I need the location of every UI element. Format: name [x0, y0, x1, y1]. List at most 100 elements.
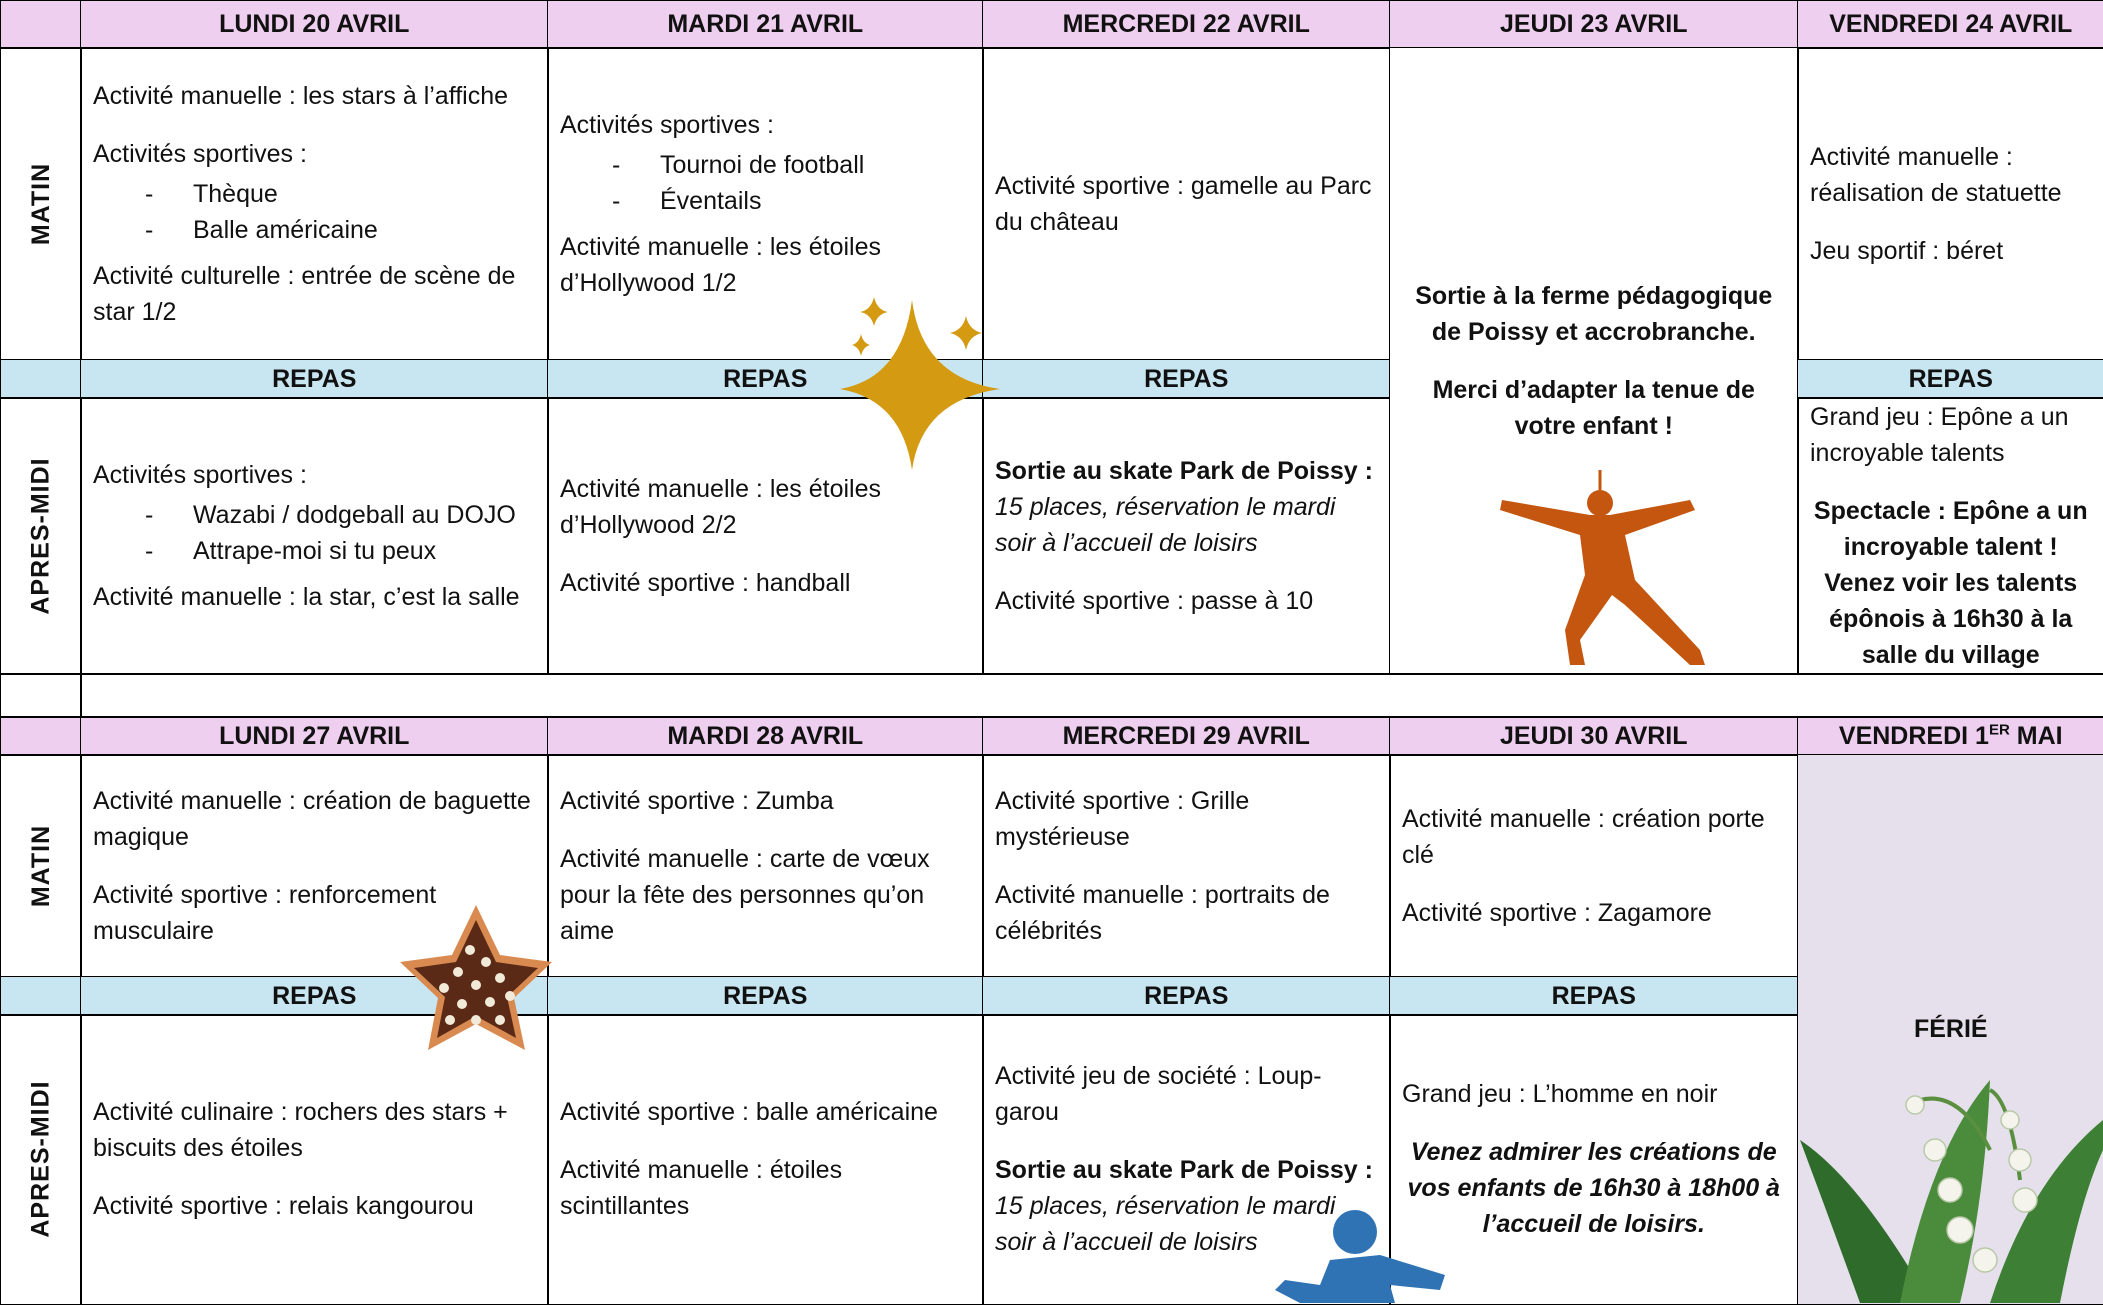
- afternoon-cell: Activité jeu de société : Loup-garou Sor…: [982, 1014, 1391, 1305]
- row-label-cell: APRES-MIDI: [0, 397, 82, 675]
- day-header-cell: JEUDI 30 AVRIL: [1389, 716, 1799, 756]
- day-header: MERCREDI 29 AVRIL: [1062, 721, 1310, 750]
- day-header-cell: MERCREDI 22 AVRIL: [982, 0, 1391, 49]
- text-line: Activité sportive : relais kangourou: [93, 1192, 474, 1221]
- bullet-list: ThèqueBalle américaine: [93, 176, 536, 248]
- text-part: Sortie au skate Park de Poissy :: [995, 1156, 1373, 1185]
- text-line: Activités sportives :: [93, 139, 307, 168]
- lunch-label: REPAS: [272, 364, 357, 393]
- gap-cell: [0, 673, 82, 718]
- bullet-item: Éventails: [560, 183, 971, 219]
- text-line: Grand jeu : L’homme en noir: [1402, 1080, 1718, 1109]
- text-line: Activité sportive : Zagamore: [1402, 898, 1712, 927]
- text-part: Sortie au skate Park de Poissy :: [995, 456, 1373, 485]
- text-line: FÉRIÉ: [1913, 1015, 1988, 1044]
- text-line: Sortie au skate Park de Poissy : 15 plac…: [995, 1152, 1378, 1260]
- all-day-cell: FÉRIÉ: [1797, 754, 2103, 1305]
- text-line: Activité manuelle : les étoiles d’Hollyw…: [560, 474, 881, 539]
- lunch-label: REPAS: [1551, 981, 1636, 1010]
- day-header-cell: VENDREDI 1ER MAI: [1797, 716, 2103, 756]
- text-line: Spectacle : Epône a un incroyable talent…: [1813, 496, 2088, 669]
- text-part: 15 places, réservation le mardi soir à l…: [995, 1192, 1336, 1257]
- day-header: LUNDI 27 AVRIL: [219, 721, 410, 750]
- morning-cell: Activité sportive : Grille mystérieuse Ac…: [982, 754, 1391, 978]
- row-label: MATIN: [26, 824, 55, 907]
- text-line: Activité sportive : Grille mystérieuse: [995, 786, 1250, 851]
- lunch-cell: REPAS: [547, 359, 984, 399]
- day-header-cell: JEUDI 23 AVRIL: [1389, 0, 1799, 49]
- gap-cell: [80, 673, 2103, 718]
- morning-cell: Activité manuelle : création de baguette…: [80, 754, 549, 978]
- row-label-cell: MATIN: [0, 47, 82, 361]
- afternoon-cell: Grand jeu : Epône a un incroyable talent…: [1797, 397, 2103, 675]
- bullet-item: Tournoi de football: [560, 147, 971, 183]
- text-line: Jeu sportif : béret: [1810, 236, 2004, 265]
- text-line: Activité sportive : handball: [560, 568, 851, 597]
- text-line: Activité manuelle : création de baguette…: [93, 786, 531, 851]
- morning-cell: Activités sportives : Tournoi de football…: [547, 47, 984, 361]
- text-line: Activité sportive : renforcement muscula…: [93, 880, 437, 945]
- afternoon-cell: Sortie au skate Park de Poissy : 15 plac…: [982, 397, 1391, 675]
- corner-cell: [0, 0, 82, 49]
- lunch-label: REPAS: [1144, 981, 1229, 1010]
- text-line: Activité manuelle : la star, c’est la sa…: [93, 582, 520, 611]
- bullet-item: Thèque: [93, 176, 536, 212]
- day-header: VENDREDI 1ER MAI: [1839, 718, 2063, 754]
- text-line: Activité manuelle : portraits de célébri…: [995, 880, 1330, 945]
- text-line: Venez admirer les créations de vos enfan…: [1407, 1138, 1780, 1239]
- row-label: APRES-MIDI: [26, 457, 55, 615]
- row-label-cell: MATIN: [0, 754, 82, 978]
- text-line: Activité manuelle : réalisation de statu…: [1810, 142, 2062, 207]
- lunch-label: REPAS: [1144, 364, 1229, 393]
- lunch-label: REPAS: [272, 981, 357, 1010]
- day-header-cell: LUNDI 27 AVRIL: [80, 716, 549, 756]
- text-line: Activité manuelle : étoiles scintillante…: [560, 1156, 843, 1221]
- afternoon-cell: Activité culinaire : rochers des stars +…: [80, 1014, 549, 1305]
- text-part: MAI: [2009, 721, 2063, 750]
- morning-cell: Activité sportive : gamelle au Parc du c…: [982, 47, 1391, 361]
- text-line: Sortie à la ferme pédagogique de Poissy …: [1415, 281, 1773, 346]
- afternoon-cell: Activité sportive : balle américaine Acti…: [547, 1014, 984, 1305]
- bullet-item: Balle américaine: [93, 212, 536, 248]
- day-header-cell: VENDREDI 24 AVRIL: [1797, 0, 2103, 49]
- text-part: ER: [1988, 721, 2010, 739]
- text-line: Activité sportive : balle américaine: [560, 1098, 938, 1127]
- bullet-item: Attrape-moi si tu peux: [93, 533, 536, 569]
- text-line: Activité sportive : Zumba: [560, 786, 834, 815]
- day-header: MARDI 28 AVRIL: [667, 721, 864, 750]
- lunch-cell: REPAS: [1389, 976, 1799, 1016]
- afternoon-cell: Activités sportives : Wazabi / dodgeball …: [80, 397, 549, 675]
- lunch-label: REPAS: [723, 981, 808, 1010]
- day-header-cell: MERCREDI 29 AVRIL: [982, 716, 1391, 756]
- text-line: Activité culturelle : entrée de scène de…: [93, 261, 516, 326]
- day-header-cell: MARDI 28 AVRIL: [547, 716, 984, 756]
- bullet-list: Tournoi de footballÉventails: [560, 147, 971, 219]
- morning-cell: Activité manuelle : les stars à l’affich…: [80, 47, 549, 361]
- row-label: MATIN: [26, 162, 55, 245]
- morning-cell: Activité manuelle : création porte clé Ac…: [1389, 754, 1799, 978]
- text-line: Activité culinaire : rochers des stars +…: [93, 1098, 508, 1163]
- lunch-label: REPAS: [1908, 364, 1993, 393]
- lunch-label-cell: [0, 976, 82, 1016]
- day-header-cell: LUNDI 20 AVRIL: [80, 0, 549, 49]
- bullet-list: Wazabi / dodgeball au DOJOAttrape-moi si…: [93, 497, 536, 569]
- all-day-cell: Sortie à la ferme pédagogique de Poissy …: [1389, 47, 1799, 675]
- corner-cell: [0, 716, 82, 756]
- day-header: JEUDI 30 AVRIL: [1499, 721, 1688, 750]
- day-header: LUNDI 20 AVRIL: [219, 10, 410, 39]
- text-line: Activité manuelle : création porte clé: [1402, 804, 1765, 869]
- day-header: MARDI 21 AVRIL: [667, 10, 864, 39]
- bullet-item: Wazabi / dodgeball au DOJO: [93, 497, 536, 533]
- text-part: 15 places, réservation le mardi soir à l…: [995, 492, 1336, 557]
- text-line: Activité manuelle : les étoiles d’Hollyw…: [560, 232, 881, 297]
- lunch-cell: REPAS: [1797, 359, 2103, 399]
- text-line: Sortie au skate Park de Poissy : 15 plac…: [995, 453, 1378, 561]
- day-header: VENDREDI 24 AVRIL: [1829, 10, 2073, 39]
- morning-cell: Activité manuelle : réalisation de statu…: [1797, 47, 2103, 361]
- day-header: MERCREDI 22 AVRIL: [1062, 10, 1310, 39]
- text-line: Activité sportive : gamelle au Parc du c…: [995, 171, 1372, 236]
- text-line: Activité sportive : passe à 10: [995, 586, 1314, 615]
- lunch-cell: REPAS: [80, 359, 549, 399]
- text-line: Merci d’adapter la tenue de votre enfant…: [1432, 375, 1755, 440]
